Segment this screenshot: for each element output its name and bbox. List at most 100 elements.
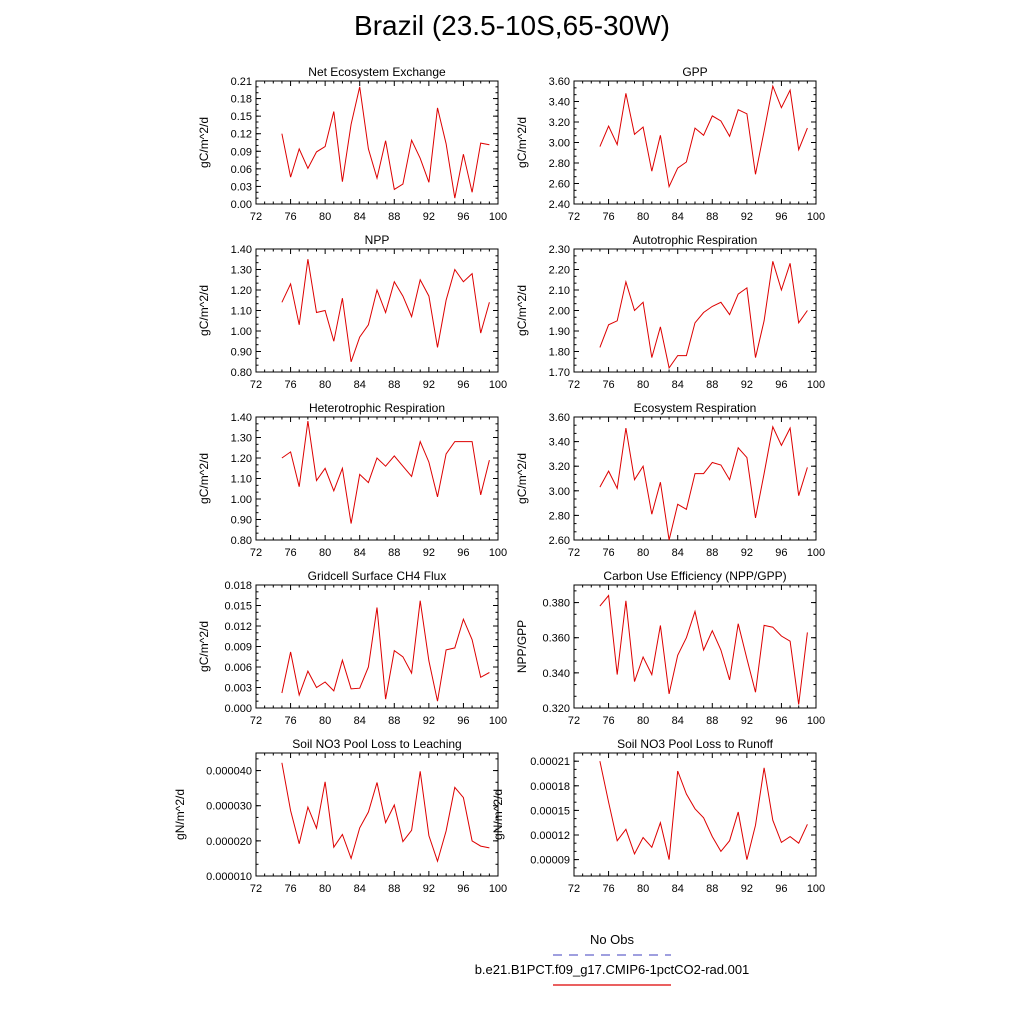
- y-tick-label: 2.80: [549, 510, 570, 522]
- x-tick-label: 96: [775, 211, 787, 223]
- y-tick-label: 0.90: [231, 347, 252, 359]
- panel-8: Carbon Use Efficiency (NPP/GPP) NPP/GPP 72…: [515, 569, 825, 727]
- y-tick-label: 0.009: [224, 642, 252, 654]
- x-tick-label: 100: [489, 715, 507, 727]
- y-tick-label: 0.012: [224, 621, 252, 633]
- x-tick-label: 76: [602, 379, 614, 391]
- panel-4: Autotrophic Respiration gC/m^2/d 72 76 80 84 8…: [515, 233, 825, 391]
- y-tick-label: 2.00: [549, 306, 570, 318]
- x-tick-label: 76: [602, 547, 614, 559]
- x-tick-label: 100: [807, 379, 825, 391]
- x-tick-label: 80: [319, 379, 331, 391]
- panel-title: Carbon Use Efficiency (NPP/GPP): [603, 569, 786, 583]
- x-tick-label: 96: [457, 547, 469, 559]
- series-line: [599, 261, 808, 370]
- x-tick-label: 100: [807, 547, 825, 559]
- x-tick-label: 84: [672, 883, 684, 895]
- y-tick-label: 1.40: [231, 412, 252, 424]
- panel-10: Soil NO3 Pool Loss to Runoff gN/m^2/d 72 76…: [491, 737, 825, 895]
- figure-title: Brazil (23.5-10S,65-30W): [354, 10, 670, 41]
- series-line: [599, 84, 808, 189]
- x-tick-label: 76: [284, 547, 296, 559]
- x-tick-label: 96: [457, 883, 469, 895]
- panel-title: Soil NO3 Pool Loss to Leaching: [292, 737, 461, 751]
- x-tick-label: 100: [489, 883, 507, 895]
- x-tick-label: 96: [457, 211, 469, 223]
- x-tick-label: 84: [354, 379, 366, 391]
- y-tick-label: 1.20: [231, 453, 252, 465]
- panel-title: GPP: [682, 65, 707, 79]
- panel-frame: [255, 248, 499, 373]
- y-tick-label: 3.60: [549, 76, 570, 88]
- y-tick-label: 0.018: [224, 580, 252, 592]
- y-axis-label: gC/m^2/d: [197, 117, 211, 168]
- y-tick-label: 0.00015: [530, 805, 570, 817]
- y-tick-label: 2.60: [549, 179, 570, 191]
- series-line: [599, 594, 808, 705]
- x-tick-label: 100: [489, 211, 507, 223]
- panel-7: Gridcell Surface CH4 Flux gC/m^2/d 72 76 80 8…: [197, 569, 507, 727]
- panel-title: NPP: [365, 233, 390, 247]
- y-tick-label: 0.00: [231, 199, 252, 211]
- y-axis-label: gC/m^2/d: [515, 453, 529, 504]
- y-tick-label: 0.000010: [206, 871, 252, 883]
- panel-frame: [255, 416, 499, 541]
- y-axis-label: gC/m^2/d: [197, 285, 211, 336]
- panel-5: Heterotrophic Respiration gC/m^2/d 72 76 80 8…: [197, 401, 507, 559]
- x-tick-label: 84: [354, 715, 366, 727]
- y-tick-label: 2.20: [549, 265, 570, 277]
- x-tick-label: 88: [706, 379, 718, 391]
- x-tick-label: 88: [706, 547, 718, 559]
- x-tick-label: 80: [637, 883, 649, 895]
- x-tick-label: 100: [489, 379, 507, 391]
- panel-9: Soil NO3 Pool Loss to Leaching gN/m^2/d 72…: [173, 737, 507, 895]
- panel-frame: [573, 80, 817, 205]
- x-tick-label: 76: [602, 211, 614, 223]
- y-tick-label: 0.06: [231, 164, 252, 176]
- x-tick-label: 92: [741, 379, 753, 391]
- y-tick-label: 1.30: [231, 433, 252, 445]
- x-tick-label: 72: [250, 715, 262, 727]
- y-tick-label: 3.00: [549, 138, 570, 150]
- panel-frame: [255, 752, 499, 877]
- x-tick-label: 72: [568, 547, 580, 559]
- x-tick-label: 88: [388, 211, 400, 223]
- y-tick-label: 1.90: [549, 326, 570, 338]
- panel-frame: [255, 80, 499, 205]
- x-tick-label: 92: [741, 715, 753, 727]
- x-tick-label: 96: [457, 379, 469, 391]
- panel-title: Gridcell Surface CH4 Flux: [308, 569, 447, 583]
- y-tick-label: 0.006: [224, 662, 252, 674]
- y-tick-label: 0.80: [231, 535, 252, 547]
- y-tick-label: 0.000: [224, 703, 252, 715]
- y-tick-label: 1.10: [231, 306, 252, 318]
- x-tick-label: 84: [354, 883, 366, 895]
- series-line: [281, 86, 490, 199]
- panel-title: Autotrophic Respiration: [633, 233, 758, 247]
- x-tick-label: 72: [568, 883, 580, 895]
- y-axis-label: gC/m^2/d: [197, 621, 211, 672]
- x-tick-label: 100: [807, 211, 825, 223]
- series-line: [281, 421, 490, 524]
- x-tick-label: 80: [637, 379, 649, 391]
- y-axis-label: gN/m^2/d: [173, 789, 187, 840]
- y-tick-label: 1.10: [231, 474, 252, 486]
- panel-frame: [573, 416, 817, 541]
- x-tick-label: 76: [284, 379, 296, 391]
- x-tick-label: 88: [706, 715, 718, 727]
- y-tick-label: 0.000040: [206, 766, 252, 778]
- y-axis-label: gN/m^2/d: [491, 789, 505, 840]
- y-tick-label: 2.40: [549, 199, 570, 211]
- x-tick-label: 92: [741, 883, 753, 895]
- x-tick-label: 84: [672, 715, 684, 727]
- y-tick-label: 1.20: [231, 285, 252, 297]
- x-tick-label: 80: [637, 211, 649, 223]
- x-tick-label: 76: [602, 715, 614, 727]
- y-tick-label: 0.000030: [206, 801, 252, 813]
- x-tick-label: 88: [388, 379, 400, 391]
- y-tick-label: 0.340: [542, 668, 570, 680]
- x-tick-label: 84: [672, 379, 684, 391]
- panel-frame: [573, 584, 817, 709]
- panel-2: GPP gC/m^2/d 72 76 80 84 88 92 96 100 2.40 2.60 2.80…: [515, 65, 825, 223]
